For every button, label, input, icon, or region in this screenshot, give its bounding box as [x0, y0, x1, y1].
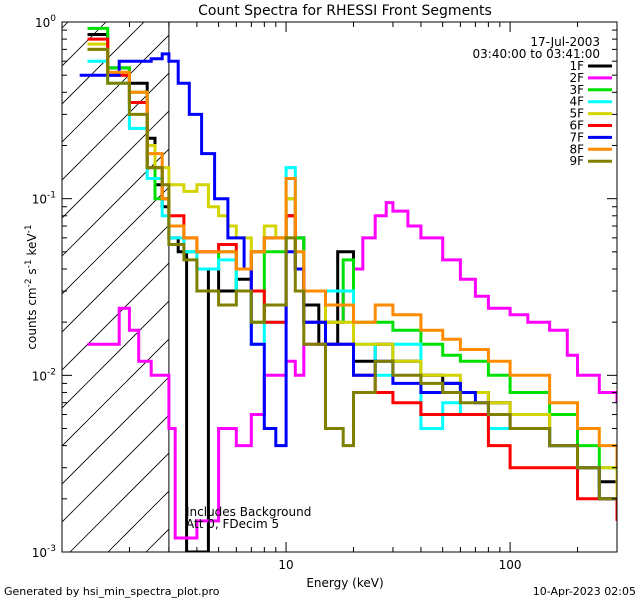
series-line-9F: [87, 47, 617, 501]
legend-label-7F: 7F: [569, 130, 584, 144]
time-range-label: 03:40:00 to 03:41:00: [473, 47, 600, 61]
hatch-line: [0, 0, 100, 552]
hatch-line: [62, 186, 169, 295]
y-tick-label: 10-2: [32, 367, 56, 383]
hatch-line: [62, 300, 169, 409]
x-tick-label: 100: [499, 558, 522, 572]
footer-generator: Generated by hsi_min_spectra_plot.pro: [4, 585, 220, 598]
axis-ticks: 10 100 100 10-1 10-2 10-3: [32, 14, 618, 572]
hatch-line: [62, 224, 169, 333]
hatch-line: [62, 376, 169, 485]
x-axis-label: Energy (keV): [306, 576, 383, 590]
footer-timestamp: 10-Apr-2023 02:05: [533, 585, 636, 598]
legend-label-3F: 3F: [569, 83, 584, 97]
series-line-5F: [87, 42, 617, 499]
hatch-line: [62, 22, 145, 105]
y-axis-label: counts cm-2 s-1 keV-1: [24, 224, 39, 349]
annotation-background: Includes Background: [186, 505, 311, 519]
legend-label-2F: 2F: [569, 71, 584, 85]
hatch-line: [62, 22, 107, 67]
legend-label-8F: 8F: [569, 142, 584, 156]
legend-label-1F: 1F: [569, 59, 584, 73]
annotation-attenuator: Att 0, FDecim 5: [186, 517, 279, 531]
y-tick-label: 10-1: [32, 191, 56, 207]
hatch-line: [62, 110, 169, 219]
x-tick-label: 10: [278, 558, 293, 572]
hatch-line: [62, 414, 169, 523]
series-line-7F: [79, 52, 617, 501]
legend-label-5F: 5F: [569, 107, 584, 121]
legend-label-6F: 6F: [569, 119, 584, 133]
plot-frame: [61, 21, 618, 553]
chart-title: Count Spectra for RHESSI Front Segments: [198, 3, 492, 19]
legend-label-9F: 9F: [569, 154, 584, 168]
y-tick-label: 10-3: [32, 544, 56, 560]
series-layer: [79, 26, 617, 552]
hatch-line: [62, 262, 169, 371]
hatch-line: [62, 34, 169, 143]
y-tick-label: 100: [35, 14, 56, 30]
date-label: 17-Jul-2003: [530, 35, 600, 49]
legend-label-4F: 4F: [569, 95, 584, 109]
